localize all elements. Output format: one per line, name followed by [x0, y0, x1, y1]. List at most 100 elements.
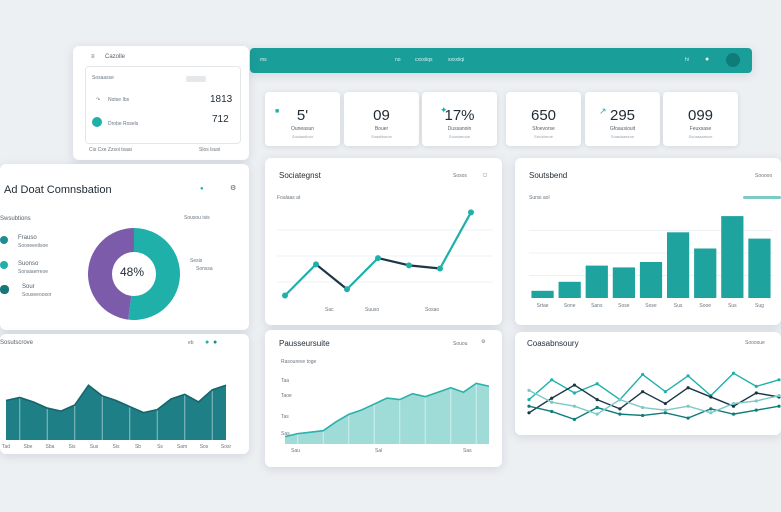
multi-point[interactable]	[686, 404, 690, 408]
multi-point[interactable]	[686, 374, 690, 378]
share-icon[interactable]: ●	[200, 186, 204, 192]
bar[interactable]	[748, 238, 771, 298]
mini-panel-title: Cazolle	[105, 54, 126, 60]
area-mid-x-label: Sas	[463, 448, 472, 454]
avatar[interactable]	[726, 53, 740, 67]
multi-point[interactable]	[777, 378, 781, 382]
multi-point[interactable]	[527, 404, 531, 408]
multi-point[interactable]	[527, 388, 531, 392]
multi-point[interactable]	[777, 394, 781, 398]
bar[interactable]	[558, 281, 581, 298]
multi-point[interactable]	[550, 396, 554, 400]
multi-point[interactable]	[731, 404, 736, 408]
menu-icon[interactable]: ≡	[91, 54, 95, 60]
area-chart-mid	[284, 382, 490, 444]
topbar-item-2[interactable]: no	[395, 57, 401, 63]
multi-point[interactable]	[641, 372, 645, 377]
multi-point[interactable]	[572, 404, 577, 408]
multi-point[interactable]	[550, 409, 554, 414]
multi-point[interactable]	[527, 411, 531, 415]
multi-point[interactable]	[754, 408, 758, 412]
info-icon[interactable]: ●	[213, 339, 218, 346]
topbar-item-3[interactable]: cxxxiiqs	[415, 57, 433, 63]
bar[interactable]	[612, 267, 636, 298]
multi-point[interactable]	[686, 416, 690, 420]
multi-point[interactable]	[709, 395, 713, 399]
multi-point[interactable]	[618, 412, 622, 416]
bar[interactable]	[585, 265, 608, 298]
multi-point[interactable]	[754, 399, 758, 403]
multi-point[interactable]	[777, 404, 781, 408]
kpi-label: Feuxsase	[689, 126, 712, 132]
line-x-label: Sac	[325, 307, 334, 313]
info-icon[interactable]: ●	[205, 339, 210, 346]
area-left-controls[interactable]: eb	[188, 340, 194, 346]
multi-point[interactable]	[754, 391, 758, 395]
multi-point[interactable]	[641, 405, 645, 410]
multi-point[interactable]	[686, 386, 690, 390]
multi-point[interactable]	[550, 378, 554, 382]
topbar-item-4[interactable]: sxxxiiqi	[448, 57, 465, 63]
multi-point[interactable]	[595, 382, 599, 386]
expand-icon[interactable]: ◻	[483, 172, 488, 178]
multi-point[interactable]	[663, 411, 667, 415]
line-point[interactable]	[437, 265, 443, 272]
multi-point[interactable]	[641, 390, 645, 394]
kpi-card-5[interactable]: ↗ 295 Gfoausiouit Soasiaaseoe	[585, 92, 660, 146]
bar-filter-bar[interactable]	[743, 196, 781, 199]
multi-point[interactable]	[595, 412, 599, 416]
bar[interactable]	[694, 248, 717, 299]
kpi-label: Bouer	[374, 126, 389, 132]
area-left-panel: Sosutscrove eb ● ● Tad Sbe Sba Sis Sus Sis Sb S…	[0, 334, 249, 454]
multi-point[interactable]	[663, 401, 667, 406]
settings-icon[interactable]: ⚙	[230, 185, 237, 192]
bar[interactable]	[666, 232, 690, 298]
topbar-right-1[interactable]: hi	[685, 57, 689, 63]
multi-point[interactable]	[527, 398, 531, 402]
mini-head-control[interactable]	[186, 76, 206, 82]
area-left-x-label: Sb	[135, 444, 141, 450]
topbar-item-1[interactable]: ms	[260, 57, 267, 63]
kpi-card-6[interactable]: 099 Feuxsase Sooasssesoe	[663, 92, 738, 146]
multi-point[interactable]	[754, 384, 758, 388]
bell-icon[interactable]: ●	[705, 56, 710, 63]
line-point[interactable]	[344, 286, 350, 293]
multi-point[interactable]	[731, 412, 736, 416]
line-point[interactable]	[468, 209, 474, 216]
multi-point[interactable]	[709, 407, 713, 411]
multi-point[interactable]	[572, 391, 577, 395]
settings-icon[interactable]: ⚙	[481, 339, 486, 345]
multi-point[interactable]	[595, 398, 599, 402]
bar[interactable]	[721, 216, 744, 298]
line-panel-controls[interactable]: Sosos	[453, 173, 467, 179]
multi-point[interactable]	[641, 413, 645, 418]
kpi-card-1[interactable]: ■ 5' Ouneasun Suuiasdboo	[265, 92, 340, 146]
line-point[interactable]	[282, 292, 288, 299]
kpi-card-4[interactable]: 650 Sfoevorse Secoiireoe	[506, 92, 581, 146]
multi-point[interactable]	[572, 383, 577, 387]
bar[interactable]	[531, 290, 554, 298]
line-point[interactable]	[313, 261, 319, 268]
multi-point[interactable]	[572, 417, 577, 421]
line-point[interactable]	[406, 262, 412, 269]
bar-panel-controls[interactable]: Sooooo	[755, 173, 773, 179]
multi-point[interactable]	[709, 411, 713, 415]
kpi-card-3[interactable]: ✦ 17% Dussanoin Sousiaeoue	[422, 92, 497, 146]
multi-line-chart	[527, 371, 781, 421]
kpi-card-2[interactable]: 09 Bouer Soasiitseoe	[344, 92, 419, 146]
donut-slice[interactable]	[87, 228, 134, 320]
multi-point[interactable]	[550, 400, 554, 404]
multi-point[interactable]	[731, 371, 736, 375]
multi-point[interactable]	[663, 408, 667, 412]
kpi-sub: Soasiaaseoe	[610, 134, 635, 139]
donut-controls[interactable]: Sousou isis	[184, 215, 210, 221]
multi-point[interactable]	[618, 398, 622, 402]
multi-point[interactable]	[618, 407, 622, 411]
bar[interactable]	[639, 262, 663, 298]
multi-point[interactable]	[731, 401, 736, 406]
area-mid-controls[interactable]: Souou	[453, 341, 468, 347]
multi-point[interactable]	[595, 405, 599, 410]
line-point[interactable]	[375, 255, 381, 262]
multi-panel-controls[interactable]: Sooosue	[745, 340, 765, 346]
multi-point[interactable]	[663, 390, 667, 394]
